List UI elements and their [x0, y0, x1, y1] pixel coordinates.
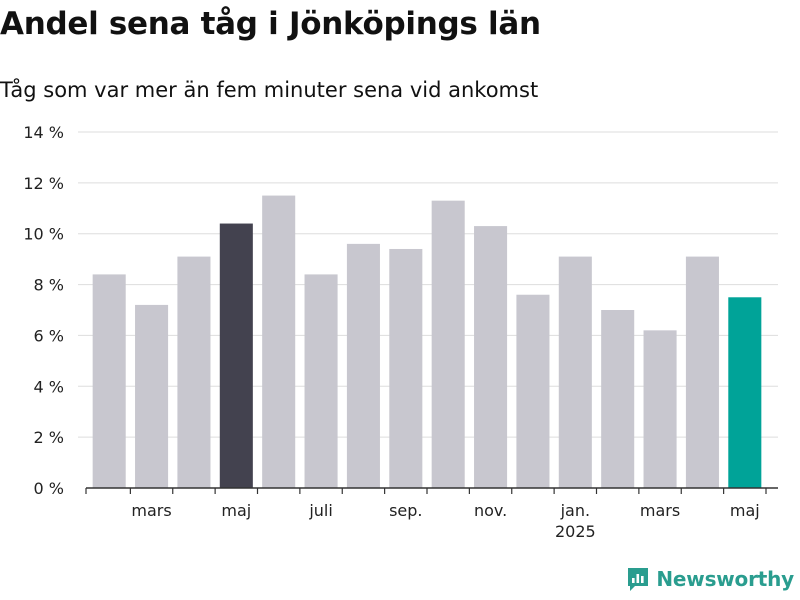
y-tick-label: 6 % — [34, 326, 64, 345]
y-tick-label: 0 % — [34, 479, 64, 498]
y-tick-label: 10 % — [23, 225, 64, 244]
x-tick-label: maj — [221, 501, 251, 520]
chart-title: Andel sena tåg i Jönköpings län — [0, 6, 541, 42]
bar — [389, 248, 423, 488]
y-tick-label: 8 % — [34, 276, 64, 295]
bar — [135, 304, 169, 488]
x-tick-label: nov. — [474, 501, 507, 520]
bar — [346, 243, 380, 488]
bar — [304, 274, 338, 488]
y-tick-label: 12 % — [23, 174, 64, 193]
x-tick-year-label: 2025 — [555, 522, 596, 541]
bar — [177, 256, 211, 488]
y-tick-label: 4 % — [34, 377, 64, 396]
x-tick-label: mars — [131, 501, 171, 520]
bar — [474, 226, 508, 489]
y-axis-ticks: 0 % 2 % 4 % 6 % 8 % 10 % 12 % 14 % — [23, 123, 64, 498]
x-tick-label: sep. — [389, 501, 422, 520]
x-tick-label: mars — [640, 501, 680, 520]
bar — [516, 294, 550, 488]
bar — [262, 195, 296, 489]
bar — [728, 297, 762, 488]
bar — [92, 274, 126, 488]
x-tick-label: jan. — [560, 501, 590, 520]
newsworthy-logo-text: Newsworthy — [656, 567, 794, 591]
bar — [219, 223, 253, 489]
y-tick-label: 2 % — [34, 428, 64, 447]
bar — [643, 330, 677, 488]
x-tick-label: juli — [308, 501, 332, 520]
bar — [685, 256, 719, 488]
bars — [92, 195, 762, 489]
bar — [431, 200, 465, 488]
chart-subtitle: Tåg som var mer än fem minuter sena vid … — [0, 78, 539, 102]
bar — [601, 310, 635, 488]
bar — [558, 256, 592, 488]
newsworthy-logo: Newsworthy — [626, 564, 794, 594]
y-tick-label: 14 % — [23, 123, 64, 142]
x-axis: mars maj juli sep. nov. jan. 2025 mars maj — [85, 487, 778, 541]
newsworthy-logo-icon — [628, 568, 649, 591]
x-tick-label: maj — [730, 501, 760, 520]
